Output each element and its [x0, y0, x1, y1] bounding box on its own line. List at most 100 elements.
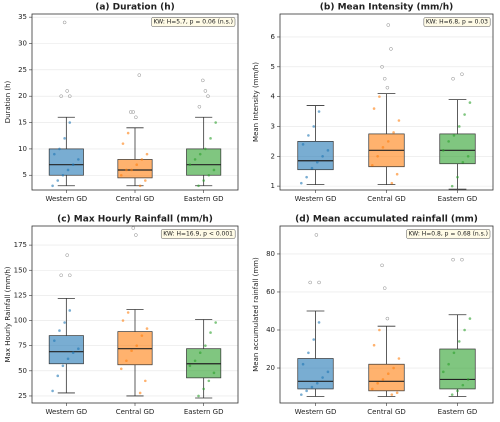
data-point — [204, 147, 207, 151]
data-point — [144, 179, 147, 182]
outlier — [385, 316, 390, 321]
annotation: KW: H=6.8, p = 0.03 — [426, 19, 488, 26]
x-tick-label: Central GD — [367, 408, 406, 416]
data-point — [77, 347, 80, 350]
annotation-box — [160, 229, 236, 239]
data-point — [119, 367, 123, 371]
data-point — [214, 321, 217, 324]
data-point — [202, 179, 205, 182]
data-point — [135, 163, 139, 167]
y-tick-label: 25 — [18, 66, 27, 74]
data-point — [376, 381, 379, 385]
data-point — [63, 137, 66, 140]
outlier — [382, 76, 387, 81]
data-point — [305, 175, 308, 179]
data-point — [310, 166, 314, 170]
data-point — [188, 364, 192, 368]
data-point — [468, 317, 472, 320]
data-point — [130, 349, 133, 353]
data-point — [447, 140, 450, 143]
data-point — [56, 374, 60, 378]
data-point — [456, 175, 459, 179]
outlier — [451, 76, 455, 81]
y-axis-label: Max Hourly Rainfall (mm/h) — [4, 266, 12, 362]
data-point — [315, 381, 319, 385]
outlier — [131, 226, 136, 230]
y-tick-label: 60 — [266, 288, 275, 296]
data-point — [461, 383, 465, 387]
data-point — [461, 160, 465, 164]
y-tick-label: 2 — [271, 152, 275, 160]
outlier — [134, 233, 138, 237]
y-tick-label: 35 — [18, 13, 27, 21]
box — [439, 348, 476, 390]
data-point — [447, 362, 450, 366]
data-point — [371, 163, 374, 167]
data-point — [207, 379, 211, 383]
box — [439, 133, 476, 165]
y-axis-label: Mean Intensity (mm/h) — [252, 62, 260, 142]
x-tick-label: Western GD — [45, 408, 87, 416]
x-tick-label: Western GD — [45, 195, 87, 203]
x-tick-label: Western GD — [295, 195, 337, 203]
data-point — [135, 344, 139, 347]
data-point — [125, 168, 128, 172]
data-point — [138, 391, 142, 395]
data-point — [145, 327, 149, 330]
data-point — [442, 370, 445, 374]
data-point — [390, 393, 394, 396]
y-tick-label: 50 — [18, 367, 27, 375]
y-tick-label: 125 — [14, 291, 27, 299]
data-point — [214, 121, 217, 124]
outlier — [59, 273, 63, 278]
data-point — [61, 173, 65, 177]
y-tick-label: 1 — [271, 182, 275, 190]
data-point — [317, 321, 321, 324]
data-point — [307, 134, 310, 137]
data-point — [450, 393, 454, 396]
outlier — [65, 89, 69, 93]
outlier — [137, 73, 142, 77]
data-point — [466, 378, 470, 381]
outlier — [460, 72, 464, 77]
outlier — [386, 23, 391, 27]
y-axis-label: Mean accumulated rainfall (mm) — [252, 257, 260, 372]
y-tick-label: 15 — [18, 119, 27, 127]
x-tick-label: Central GD — [116, 408, 155, 416]
chart-title: (b) Mean Intensity (mm/h) — [320, 3, 453, 13]
data-point — [452, 134, 456, 137]
annotation-box — [406, 229, 491, 239]
data-point — [51, 184, 54, 188]
data-point — [188, 163, 192, 167]
data-point — [442, 149, 445, 152]
data-point — [140, 334, 144, 337]
annotation-box — [423, 17, 491, 27]
x-tick-label: Eastern GD — [438, 195, 478, 203]
annotation: KW: H=0.8, p = 0.68 (n.s.) — [409, 231, 488, 238]
data-point — [198, 152, 202, 156]
data-point — [372, 343, 376, 347]
data-point — [392, 131, 395, 134]
chart-title: (c) Max Hourly Rainfall (mm/h) — [57, 215, 213, 225]
y-tick-label: 80 — [266, 250, 275, 258]
outlier — [314, 233, 319, 237]
box — [186, 148, 222, 176]
y-tick-label: 20 — [18, 92, 27, 100]
data-point — [204, 344, 207, 347]
data-point — [395, 391, 399, 395]
outlier — [134, 115, 138, 120]
annotation: KW: H=5.7, p = 0.06 (n.s.) — [154, 19, 233, 26]
x-tick-label: Central GD — [116, 195, 155, 203]
x-tick-label: Western GD — [295, 408, 337, 416]
data-point — [209, 331, 212, 334]
data-point — [126, 131, 130, 135]
data-point — [376, 154, 379, 158]
data-point — [463, 113, 466, 116]
outlier — [131, 110, 136, 114]
data-point — [381, 378, 385, 381]
y-tick-label: 10 — [18, 145, 27, 153]
data-point — [202, 387, 205, 391]
data-point — [300, 393, 303, 396]
data-point — [144, 379, 147, 383]
data-point — [390, 181, 394, 185]
